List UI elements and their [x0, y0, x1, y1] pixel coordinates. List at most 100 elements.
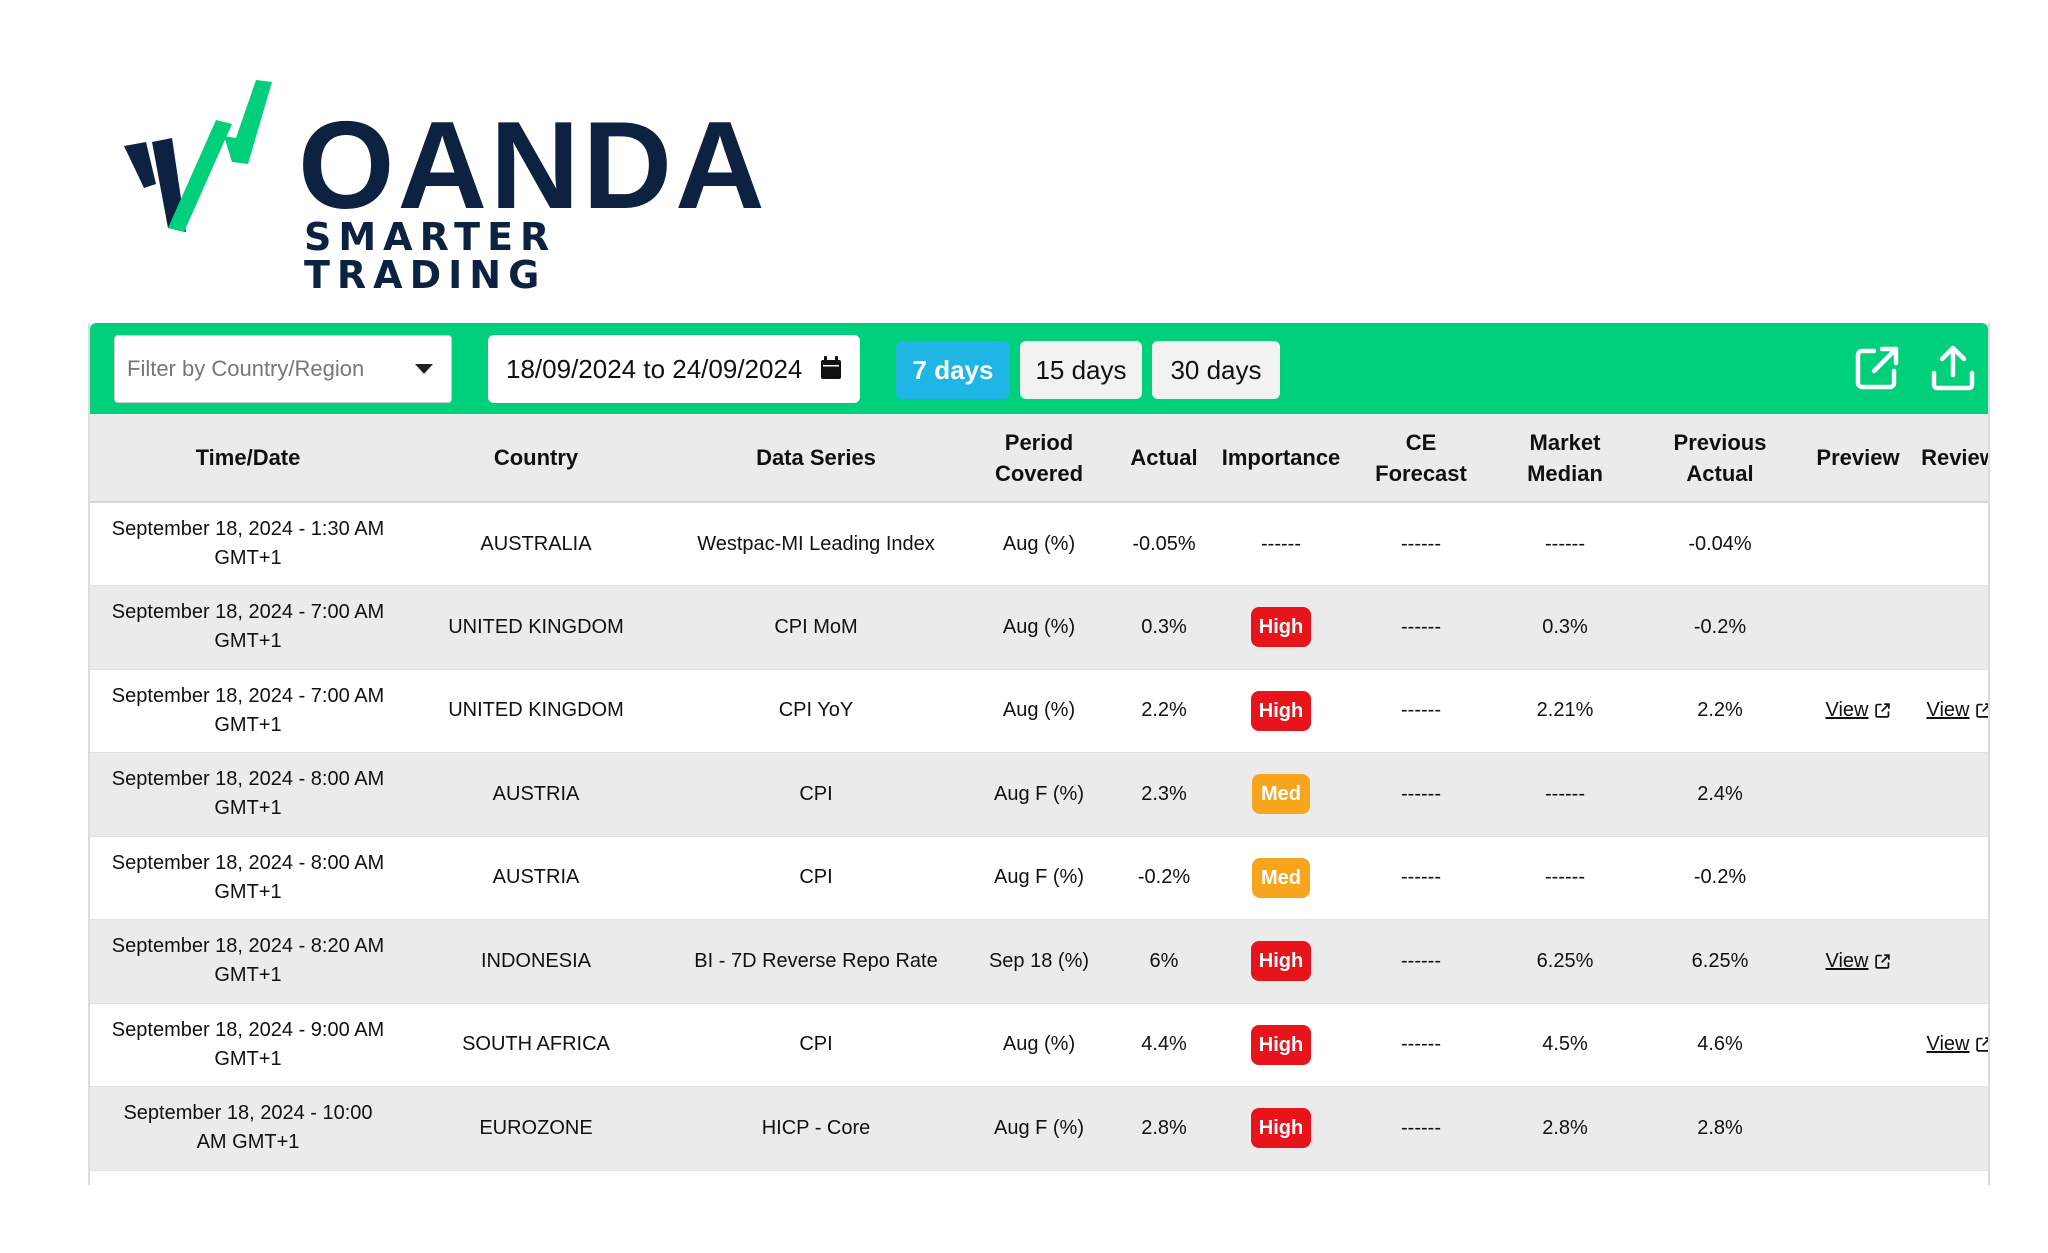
cell-importance: High: [1216, 586, 1346, 670]
cell-review: [1910, 920, 1988, 1004]
cell-time: September 18, 2024 - 8:00 AM GMT+1: [111, 768, 385, 820]
cell-ce-forecast: ------: [1401, 1033, 1441, 1056]
cell-previous-actual: 4.6%: [1697, 1033, 1743, 1056]
cell-previous-actual: -0.2%: [1693, 615, 1747, 638]
header-preview: Preview: [1816, 445, 1900, 470]
cell-period: Aug (%): [1002, 699, 1076, 722]
cell-period: Aug F (%): [993, 782, 1085, 805]
cell-preview: [1806, 836, 1910, 920]
upload-icon[interactable]: [1928, 343, 1978, 393]
cell-ce-forecast: ------: [1401, 699, 1441, 722]
cell-previous-actual: -0.2%: [1693, 866, 1747, 889]
cell-data-series: BI - 7D Reverse Repo Rate: [694, 949, 938, 972]
cell-time: September 18, 2024 - 7:00 AM GMT+1: [111, 601, 385, 653]
header-market-median[interactable]: Market Median: [1527, 429, 1603, 486]
importance-badge: Med: [1252, 774, 1310, 815]
cell-review: View: [1910, 1003, 1988, 1087]
preview-view-link[interactable]: View: [1826, 696, 1891, 725]
cell-time: September 18, 2024 - 8:00 AM GMT+1: [111, 851, 385, 903]
table-row: September 18, 2024 - 1:30 AM GMT+1 AUSTRAL…: [90, 502, 1988, 586]
cell-ce-forecast: ------: [1401, 615, 1441, 638]
cell-importance: High: [1216, 669, 1346, 753]
header-importance[interactable]: Importance: [1221, 445, 1341, 470]
range-7-days-button[interactable]: 7 days: [896, 341, 1010, 399]
oanda-logo-mark: [124, 80, 272, 232]
table-row: September 18, 2024 - 10:00 AM GMT+1 EUROZO…: [90, 1086, 1988, 1170]
header-time[interactable]: Time/Date: [195, 445, 301, 470]
cell-market-median: 2.21%: [1536, 699, 1594, 722]
cell-country: SOUTH AFRICA: [462, 1033, 610, 1056]
cell-time: September 18, 2024 - 1:30 AM GMT+1: [111, 518, 385, 569]
header-previous-actual[interactable]: Previous Actual: [1673, 429, 1767, 486]
cell-time: September 18, 2024 - 9:00 AM GMT+1: [111, 1018, 385, 1070]
cell-importance: Med: [1216, 836, 1346, 920]
oanda-logo: OANDA SMARTER TRADING: [124, 80, 765, 294]
cell-period: Sep 18 (%): [988, 949, 1090, 972]
cell-actual: -0.2%: [1137, 866, 1191, 889]
cell-country: EUROZONE: [479, 1116, 593, 1139]
calendar-icon: [821, 356, 841, 379]
header-review: Review: [1921, 445, 1990, 470]
header-country[interactable]: Country: [493, 445, 579, 470]
logo-tagline: SMARTER TRADING: [304, 215, 557, 297]
country-filter-select[interactable]: Filter by Country/Region: [114, 335, 452, 403]
cell-ce-forecast: ------: [1401, 949, 1441, 972]
cell-actual: 2.2%: [1141, 699, 1187, 722]
header-data-series[interactable]: Data Series: [756, 445, 876, 470]
cell-period: Aug (%): [1002, 615, 1076, 638]
cell-data-series: HICP - Core: [761, 1116, 871, 1139]
importance-badge: High: [1250, 607, 1312, 648]
cell-actual: 0.3%: [1141, 615, 1187, 638]
cell-time: September 18, 2024 - 10:00 AM GMT+1: [123, 1102, 373, 1154]
date-range-picker[interactable]: 18/09/2024 to 24/09/2024: [488, 335, 860, 403]
cell-market-median: ------: [1545, 782, 1585, 805]
header-actual[interactable]: Actual: [1130, 445, 1198, 470]
cell-review: View: [1910, 669, 1988, 753]
table-row: September 18, 2024 - 8:20 AM GMT+1 INDONES…: [90, 919, 1988, 1004]
external-link-icon[interactable]: [1852, 343, 1902, 393]
cell-data-series: CPI YoY: [778, 699, 854, 722]
preview-view-link[interactable]: View: [1826, 947, 1891, 976]
header-ce-forecast[interactable]: CE Forecast: [1375, 429, 1467, 486]
table-row: September 18, 2024 - 7:00 AM GMT+1 UNITED …: [90, 585, 1988, 670]
cell-country: AUSTRIA: [492, 866, 580, 889]
review-view-link[interactable]: View: [1927, 696, 1988, 725]
cell-previous-actual: -0.04%: [1688, 532, 1752, 555]
cell-actual: 2.3%: [1141, 782, 1187, 805]
cell-preview: [1806, 586, 1910, 670]
range-15-days-button[interactable]: 15 days: [1020, 341, 1142, 399]
cell-review: [1910, 502, 1988, 586]
cell-market-median: 0.3%: [1542, 615, 1588, 638]
cell-ce-forecast: ------: [1401, 532, 1441, 555]
cell-preview: View: [1806, 920, 1910, 1004]
cell-time: September 18, 2024 - 8:20 AM GMT+1: [111, 935, 385, 987]
cell-review: [1910, 753, 1988, 837]
economic-calendar: Filter by Country/Region 18/09/2024 to 2…: [88, 323, 1990, 1185]
country-filter-placeholder: Filter by Country/Region: [127, 356, 365, 381]
review-view-link[interactable]: View: [1927, 1030, 1988, 1059]
importance-badge: Med: [1252, 857, 1310, 898]
table-row: September 18, 2024 - 7:00 AM GMT+1 UNITED …: [90, 669, 1988, 753]
range-30-days-button[interactable]: 30 days: [1152, 341, 1280, 399]
cell-previous-actual: 6.25%: [1691, 949, 1749, 972]
importance-badge: High: [1250, 690, 1312, 731]
cell-actual: 6%: [1149, 949, 1179, 972]
cell-ce-forecast: ------: [1401, 866, 1441, 889]
range-15-days-label: 15 days: [1035, 354, 1127, 385]
cell-previous-actual: 2.2%: [1697, 699, 1743, 722]
header-period-covered[interactable]: Period Covered: [994, 429, 1084, 486]
cell-actual: -0.05%: [1132, 532, 1196, 555]
cell-previous-actual: 2.8%: [1697, 1116, 1743, 1139]
cell-period: Aug F (%): [993, 866, 1085, 889]
cell-country: AUSTRIA: [492, 782, 580, 805]
cell-importance: High: [1216, 920, 1346, 1004]
cell-preview: [1806, 1003, 1910, 1087]
external-link-icon: [1874, 954, 1890, 969]
cell-time: September 18, 2024 - 7:00 AM GMT+1: [111, 684, 385, 736]
cell-market-median: ------: [1545, 866, 1585, 889]
importance-badge: High: [1250, 941, 1312, 982]
cell-market-median: 2.8%: [1542, 1116, 1588, 1139]
cell-period: Aug (%): [1002, 532, 1076, 555]
cell-country: UNITED KINGDOM: [448, 615, 624, 638]
cell-data-series: CPI: [799, 866, 833, 889]
